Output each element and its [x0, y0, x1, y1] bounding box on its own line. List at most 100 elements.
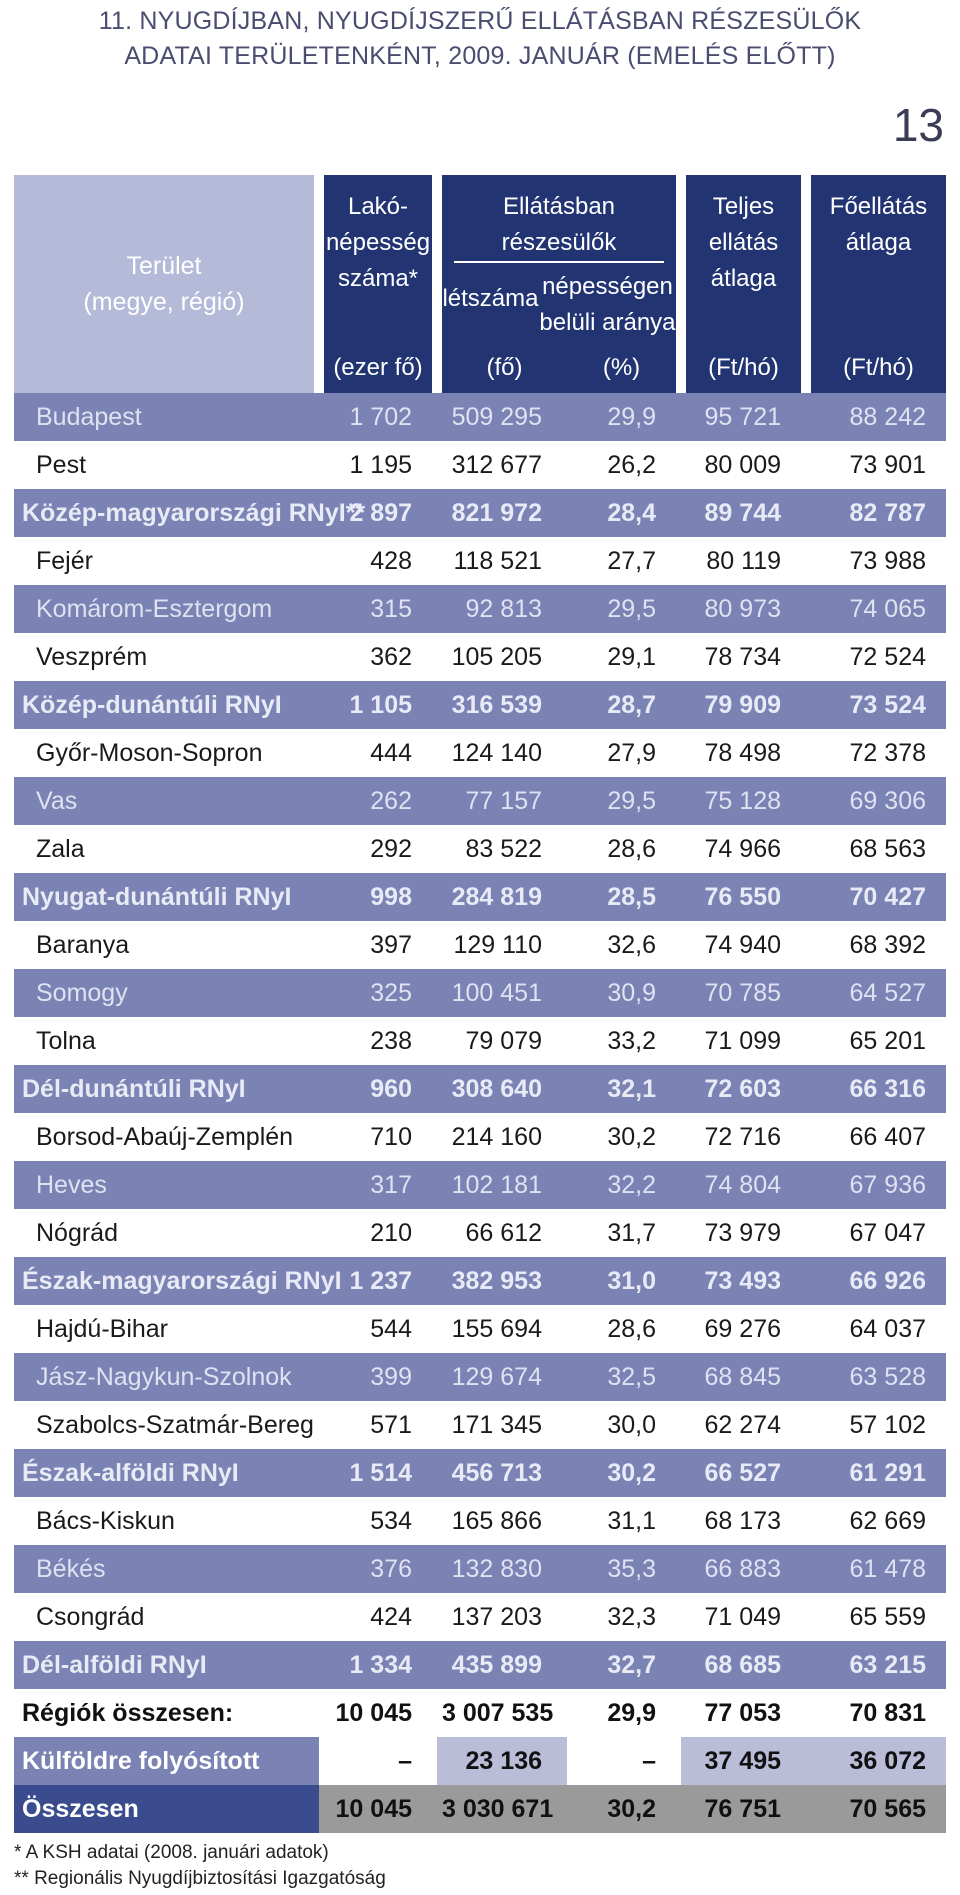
row-population: 534	[319, 1497, 437, 1545]
row-name: Békés	[14, 1545, 319, 1593]
row-name: Veszprém	[14, 633, 319, 681]
row-ratio: 28,6	[567, 1305, 681, 1353]
row-count: 155 694	[437, 1305, 567, 1353]
table-title: 11. NYUGDÍJBAN, NYUGDÍJSZERŰ ELLÁTÁSBAN …	[0, 4, 960, 74]
row-total-average: 89 744	[681, 489, 806, 537]
unit-ratio: (%)	[567, 343, 686, 393]
row-count: 100 451	[437, 969, 567, 1017]
row-population: 1 334	[319, 1641, 437, 1689]
row-total-average: 75 128	[681, 777, 806, 825]
row-population: 1 105	[319, 681, 437, 729]
row-main-average: 57 102	[806, 1401, 946, 1449]
row-count: 77 157	[437, 777, 567, 825]
row-name: Dél-alföldi RNyI	[14, 1641, 319, 1689]
row-count: 316 539	[437, 681, 567, 729]
row-total-average: 66 527	[681, 1449, 806, 1497]
row-population: 317	[319, 1161, 437, 1209]
row-population: 376	[319, 1545, 437, 1593]
header-area-line2: (megye, régió)	[83, 288, 245, 316]
row-count: 132 830	[437, 1545, 567, 1593]
row-total-average: 76 550	[681, 873, 806, 921]
row-name: Közép-dunántúli RNyI	[14, 681, 319, 729]
row-name: Budapest	[14, 393, 319, 441]
row-count: 284 819	[437, 873, 567, 921]
table-row: Nógrád 210 66 612 31,7 73 979 67 047	[14, 1209, 946, 1257]
row-count: 171 345	[437, 1401, 567, 1449]
row-main-average: 64 527	[806, 969, 946, 1017]
row-name: Heves	[14, 1161, 319, 1209]
row-population: 262	[319, 777, 437, 825]
row-main-average: 64 037	[806, 1305, 946, 1353]
table-row: Nyugat-dunántúli RNyI 998 284 819 28,5 76 55…	[14, 873, 946, 921]
row-ratio: 29,5	[567, 585, 681, 633]
page-number: 13	[892, 99, 944, 151]
row-ratio: 29,9	[567, 393, 681, 441]
row-count: 118 521	[437, 537, 567, 585]
row-count: 456 713	[437, 1449, 567, 1497]
row-population: 444	[319, 729, 437, 777]
row-name: Baranya	[14, 921, 319, 969]
table-row: Fejér 428 118 521 27,7 80 119 73 988	[14, 537, 946, 585]
row-population: 10 045	[319, 1689, 437, 1737]
row-population: 1 195	[319, 441, 437, 489]
row-main-average: 73 524	[806, 681, 946, 729]
row-ratio: 28,4	[567, 489, 681, 537]
row-count: 79 079	[437, 1017, 567, 1065]
footnote-2: ** Regionális Nyugdíjbiztosítási Igazgat…	[14, 1868, 386, 1889]
row-main-average: 72 524	[806, 633, 946, 681]
table-row: Észak-alföldi RNyI 1 514 456 713 30,2 66 527…	[14, 1449, 946, 1497]
row-main-average: 72 378	[806, 729, 946, 777]
row-name: Zala	[14, 825, 319, 873]
row-total-average: 80 973	[681, 585, 806, 633]
row-name: Összesen	[14, 1785, 319, 1833]
row-total-average: 66 883	[681, 1545, 806, 1593]
row-total-average: 62 274	[681, 1401, 806, 1449]
row-main-average: 66 316	[806, 1065, 946, 1113]
row-ratio: 31,0	[567, 1257, 681, 1305]
row-name: Hajdú-Bihar	[14, 1305, 319, 1353]
header-ratio: népességen belüli aránya	[539, 273, 676, 336]
table-row: Győr-Moson-Sopron 444 124 140 27,9 78 498 72 …	[14, 729, 946, 777]
row-count: 124 140	[437, 729, 567, 777]
unit-main: (Ft/hó)	[806, 343, 946, 393]
row-population: 238	[319, 1017, 437, 1065]
header-recipients: Ellátásban részesülők létszáma népessége…	[437, 175, 686, 343]
row-population: 544	[319, 1305, 437, 1353]
row-total-average: 69 276	[681, 1305, 806, 1353]
row-population: 424	[319, 1593, 437, 1641]
row-population: 960	[319, 1065, 437, 1113]
header-recipients-group: Ellátásban részesülők	[454, 189, 664, 263]
row-ratio: 30,2	[567, 1785, 681, 1833]
row-main-average: 69 306	[806, 777, 946, 825]
table-row: Bács-Kiskun 534 165 866 31,1 68 173 62 669	[14, 1497, 946, 1545]
footnotes: * A KSH adatai (2008. januári adatok) **…	[14, 1840, 386, 1892]
table-row: Vas 262 77 157 29,5 75 128 69 306	[14, 777, 946, 825]
row-count: 23 136	[437, 1737, 567, 1785]
row-main-average: 82 787	[806, 489, 946, 537]
title-line-1: 11. NYUGDÍJBAN, NYUGDÍJSZERŰ ELLÁTÁSBAN …	[98, 7, 862, 35]
row-total-average: 80 119	[681, 537, 806, 585]
table-row: Hajdú-Bihar 544 155 694 28,6 69 276 64 037	[14, 1305, 946, 1353]
row-ratio: 33,2	[567, 1017, 681, 1065]
row-ratio: 32,6	[567, 921, 681, 969]
row-total-average: 68 685	[681, 1641, 806, 1689]
table-row: Közép-magyarországi RNyI** 2 897 821 972 28…	[14, 489, 946, 537]
row-ratio: 26,2	[567, 441, 681, 489]
row-population: 315	[319, 585, 437, 633]
row-name: Külföldre folyósított	[14, 1737, 319, 1785]
row-total-average: 37 495	[681, 1737, 806, 1785]
row-count: 129 110	[437, 921, 567, 969]
row-count: 382 953	[437, 1257, 567, 1305]
row-main-average: 68 392	[806, 921, 946, 969]
row-ratio: 27,7	[567, 537, 681, 585]
table-row: Régiók összesen: 10 045 3 007 535 29,9 77 05…	[14, 1689, 946, 1737]
row-main-average: 61 478	[806, 1545, 946, 1593]
header-count: létszáma	[442, 285, 539, 312]
unit-population: (ezer fő)	[319, 343, 442, 393]
row-name: Borsod-Abaúj-Zemplén	[14, 1113, 319, 1161]
row-total-average: 72 603	[681, 1065, 806, 1113]
table-row: Észak-magyarországi RNyI 1 237 382 953 31,0…	[14, 1257, 946, 1305]
row-main-average: 73 988	[806, 537, 946, 585]
table-row: Szabolcs-Szatmár-Bereg 571 171 345 30,0 62 2…	[14, 1401, 946, 1449]
table-row: Budapest 1 702 509 295 29,9 95 721 88 242	[14, 393, 946, 441]
